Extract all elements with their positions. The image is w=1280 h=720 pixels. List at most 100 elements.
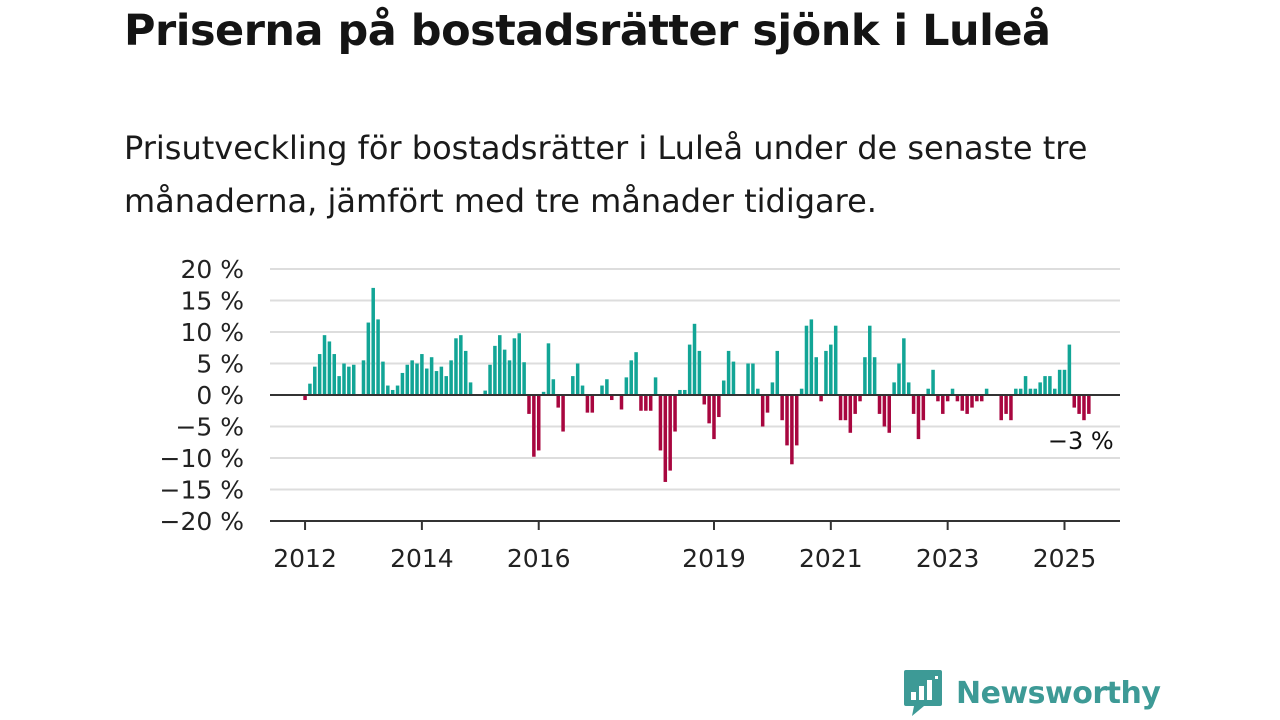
bar — [639, 395, 643, 411]
bar — [556, 395, 560, 408]
bar — [371, 287, 375, 395]
bar — [1043, 376, 1047, 395]
bar — [936, 395, 940, 402]
bar — [829, 344, 833, 395]
bar — [765, 395, 770, 413]
bar — [683, 389, 687, 395]
bar — [843, 395, 848, 421]
x-axis-labels: 2012 2014 2016 2019 2021 2023 2025 — [273, 544, 1096, 573]
bar — [999, 395, 1003, 421]
bar — [605, 379, 609, 395]
bar — [692, 323, 697, 395]
bar — [522, 362, 526, 395]
bar — [955, 395, 960, 402]
bar — [916, 395, 921, 440]
bar — [1033, 388, 1038, 395]
bar — [814, 357, 818, 395]
x-tick-label: 2016 — [507, 544, 571, 573]
bar — [512, 338, 517, 395]
bar — [1077, 395, 1081, 414]
bar — [887, 395, 891, 433]
bar — [833, 325, 838, 395]
brand-name: Newsworthy — [956, 675, 1161, 711]
bar — [1023, 376, 1028, 395]
x-tick-label: 2023 — [916, 544, 980, 573]
bar — [395, 385, 400, 395]
bar — [858, 395, 862, 402]
bar — [425, 368, 429, 395]
bar — [760, 395, 765, 427]
y-tick-label: 15 % — [180, 287, 244, 316]
bar — [439, 366, 444, 395]
bar — [415, 363, 419, 395]
x-tick-label: 2019 — [682, 544, 746, 573]
bar — [838, 395, 843, 421]
bar — [463, 350, 468, 395]
bar — [332, 354, 337, 395]
x-tick-label: 2014 — [390, 544, 454, 573]
x-tick-label: 2012 — [273, 544, 337, 573]
bar — [342, 363, 346, 395]
bar — [410, 360, 414, 395]
bar — [726, 350, 731, 395]
bar — [979, 395, 984, 402]
bar — [488, 364, 492, 395]
bar — [702, 395, 707, 405]
bar — [906, 382, 911, 395]
bar — [941, 395, 945, 414]
bar — [317, 354, 322, 395]
bar — [303, 395, 307, 401]
bar — [1018, 388, 1023, 395]
bar — [580, 385, 585, 395]
y-tick-label: 0 % — [196, 381, 244, 410]
bar — [668, 395, 672, 471]
bar — [892, 382, 896, 395]
bar — [770, 382, 775, 395]
bar — [561, 395, 565, 432]
bar — [809, 319, 814, 395]
bar — [824, 350, 828, 395]
chart-title: Priserna på bostadsrätter sjönk i Luleå — [124, 6, 1051, 56]
bar — [405, 364, 410, 395]
y-tick-label: 20 % — [180, 255, 244, 284]
bar — [322, 335, 327, 395]
x-axis — [270, 394, 1120, 530]
bar — [848, 395, 853, 433]
bar — [950, 388, 955, 395]
bar — [663, 395, 668, 482]
bar — [819, 395, 823, 402]
bar — [381, 361, 385, 395]
bar — [468, 382, 473, 395]
bar — [697, 350, 702, 395]
bar — [1048, 376, 1052, 395]
bar — [975, 395, 979, 402]
bar — [308, 383, 312, 395]
x-tick-label: 2021 — [799, 544, 863, 573]
y-tick-label: −20 % — [160, 507, 244, 536]
bar — [420, 354, 424, 395]
bar — [434, 371, 439, 395]
bar — [945, 395, 950, 402]
bar — [536, 395, 541, 451]
bar — [751, 363, 755, 395]
bar — [799, 388, 804, 395]
bar — [1038, 382, 1042, 395]
bar — [575, 363, 580, 395]
bar — [780, 395, 784, 421]
bar — [624, 377, 629, 395]
bar — [707, 395, 711, 424]
bar — [746, 363, 750, 395]
bar — [1004, 395, 1008, 414]
bars — [303, 287, 1091, 482]
bar — [687, 344, 692, 395]
bar — [327, 341, 332, 395]
bar — [351, 364, 356, 395]
bar — [527, 395, 531, 414]
bar — [653, 377, 658, 395]
bar — [717, 395, 721, 418]
bar — [897, 363, 901, 395]
bar — [400, 372, 405, 395]
bar — [1072, 395, 1076, 408]
bar — [337, 376, 341, 395]
